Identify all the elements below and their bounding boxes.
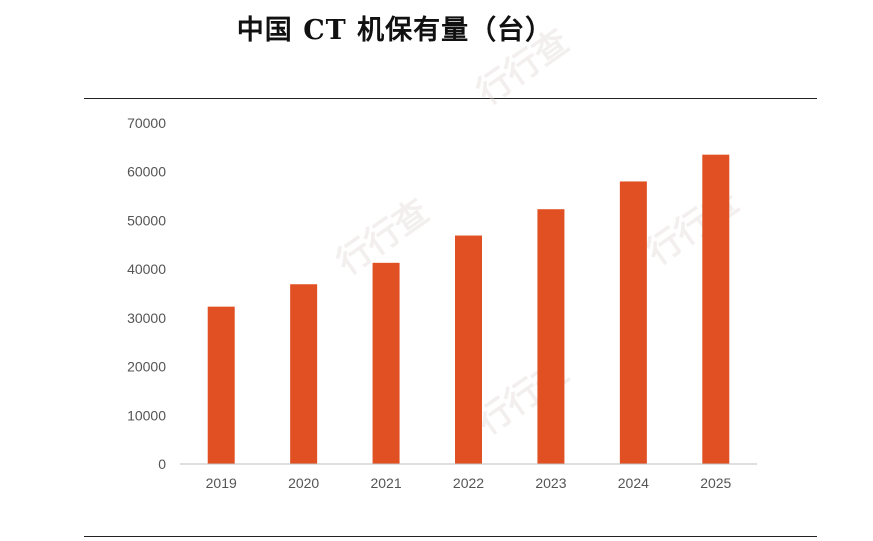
y-tick-label: 40000 — [127, 261, 166, 277]
page-title: 中国 CT 机保有量（台） — [236, 15, 554, 46]
bar-2023 — [537, 209, 565, 464]
x-tick-label: 2025 — [700, 475, 731, 491]
bar-2021 — [372, 262, 400, 464]
y-tick-label: 70000 — [127, 115, 166, 131]
y-tick-label: 20000 — [127, 359, 166, 375]
y-tick-label: 0 — [158, 456, 166, 472]
top-divider — [84, 98, 817, 99]
x-tick-label: 2024 — [618, 475, 649, 491]
bottom-divider — [84, 536, 817, 537]
y-tick-label: 10000 — [127, 407, 166, 423]
x-tick-label: 2022 — [453, 475, 484, 491]
x-axis-ticks: 2019 2020 2021 2022 2023 2024 2025 — [206, 475, 732, 491]
y-tick-label: 30000 — [127, 310, 166, 326]
bar-2019 — [207, 306, 235, 464]
y-tick-label: 60000 — [127, 164, 166, 180]
bar-series — [207, 154, 730, 464]
y-tick-label: 50000 — [127, 212, 166, 228]
x-tick-label: 2020 — [288, 475, 319, 491]
bar-2020 — [290, 284, 318, 464]
y-axis-ticks: 0 10000 20000 30000 40000 50000 60000 70000 — [127, 115, 166, 472]
bar-2022 — [455, 235, 482, 464]
x-tick-label: 2019 — [206, 475, 237, 491]
x-tick-label: 2023 — [535, 475, 566, 491]
bar-2025 — [702, 154, 730, 464]
x-tick-label: 2021 — [370, 475, 401, 491]
bar-2024 — [619, 181, 647, 464]
